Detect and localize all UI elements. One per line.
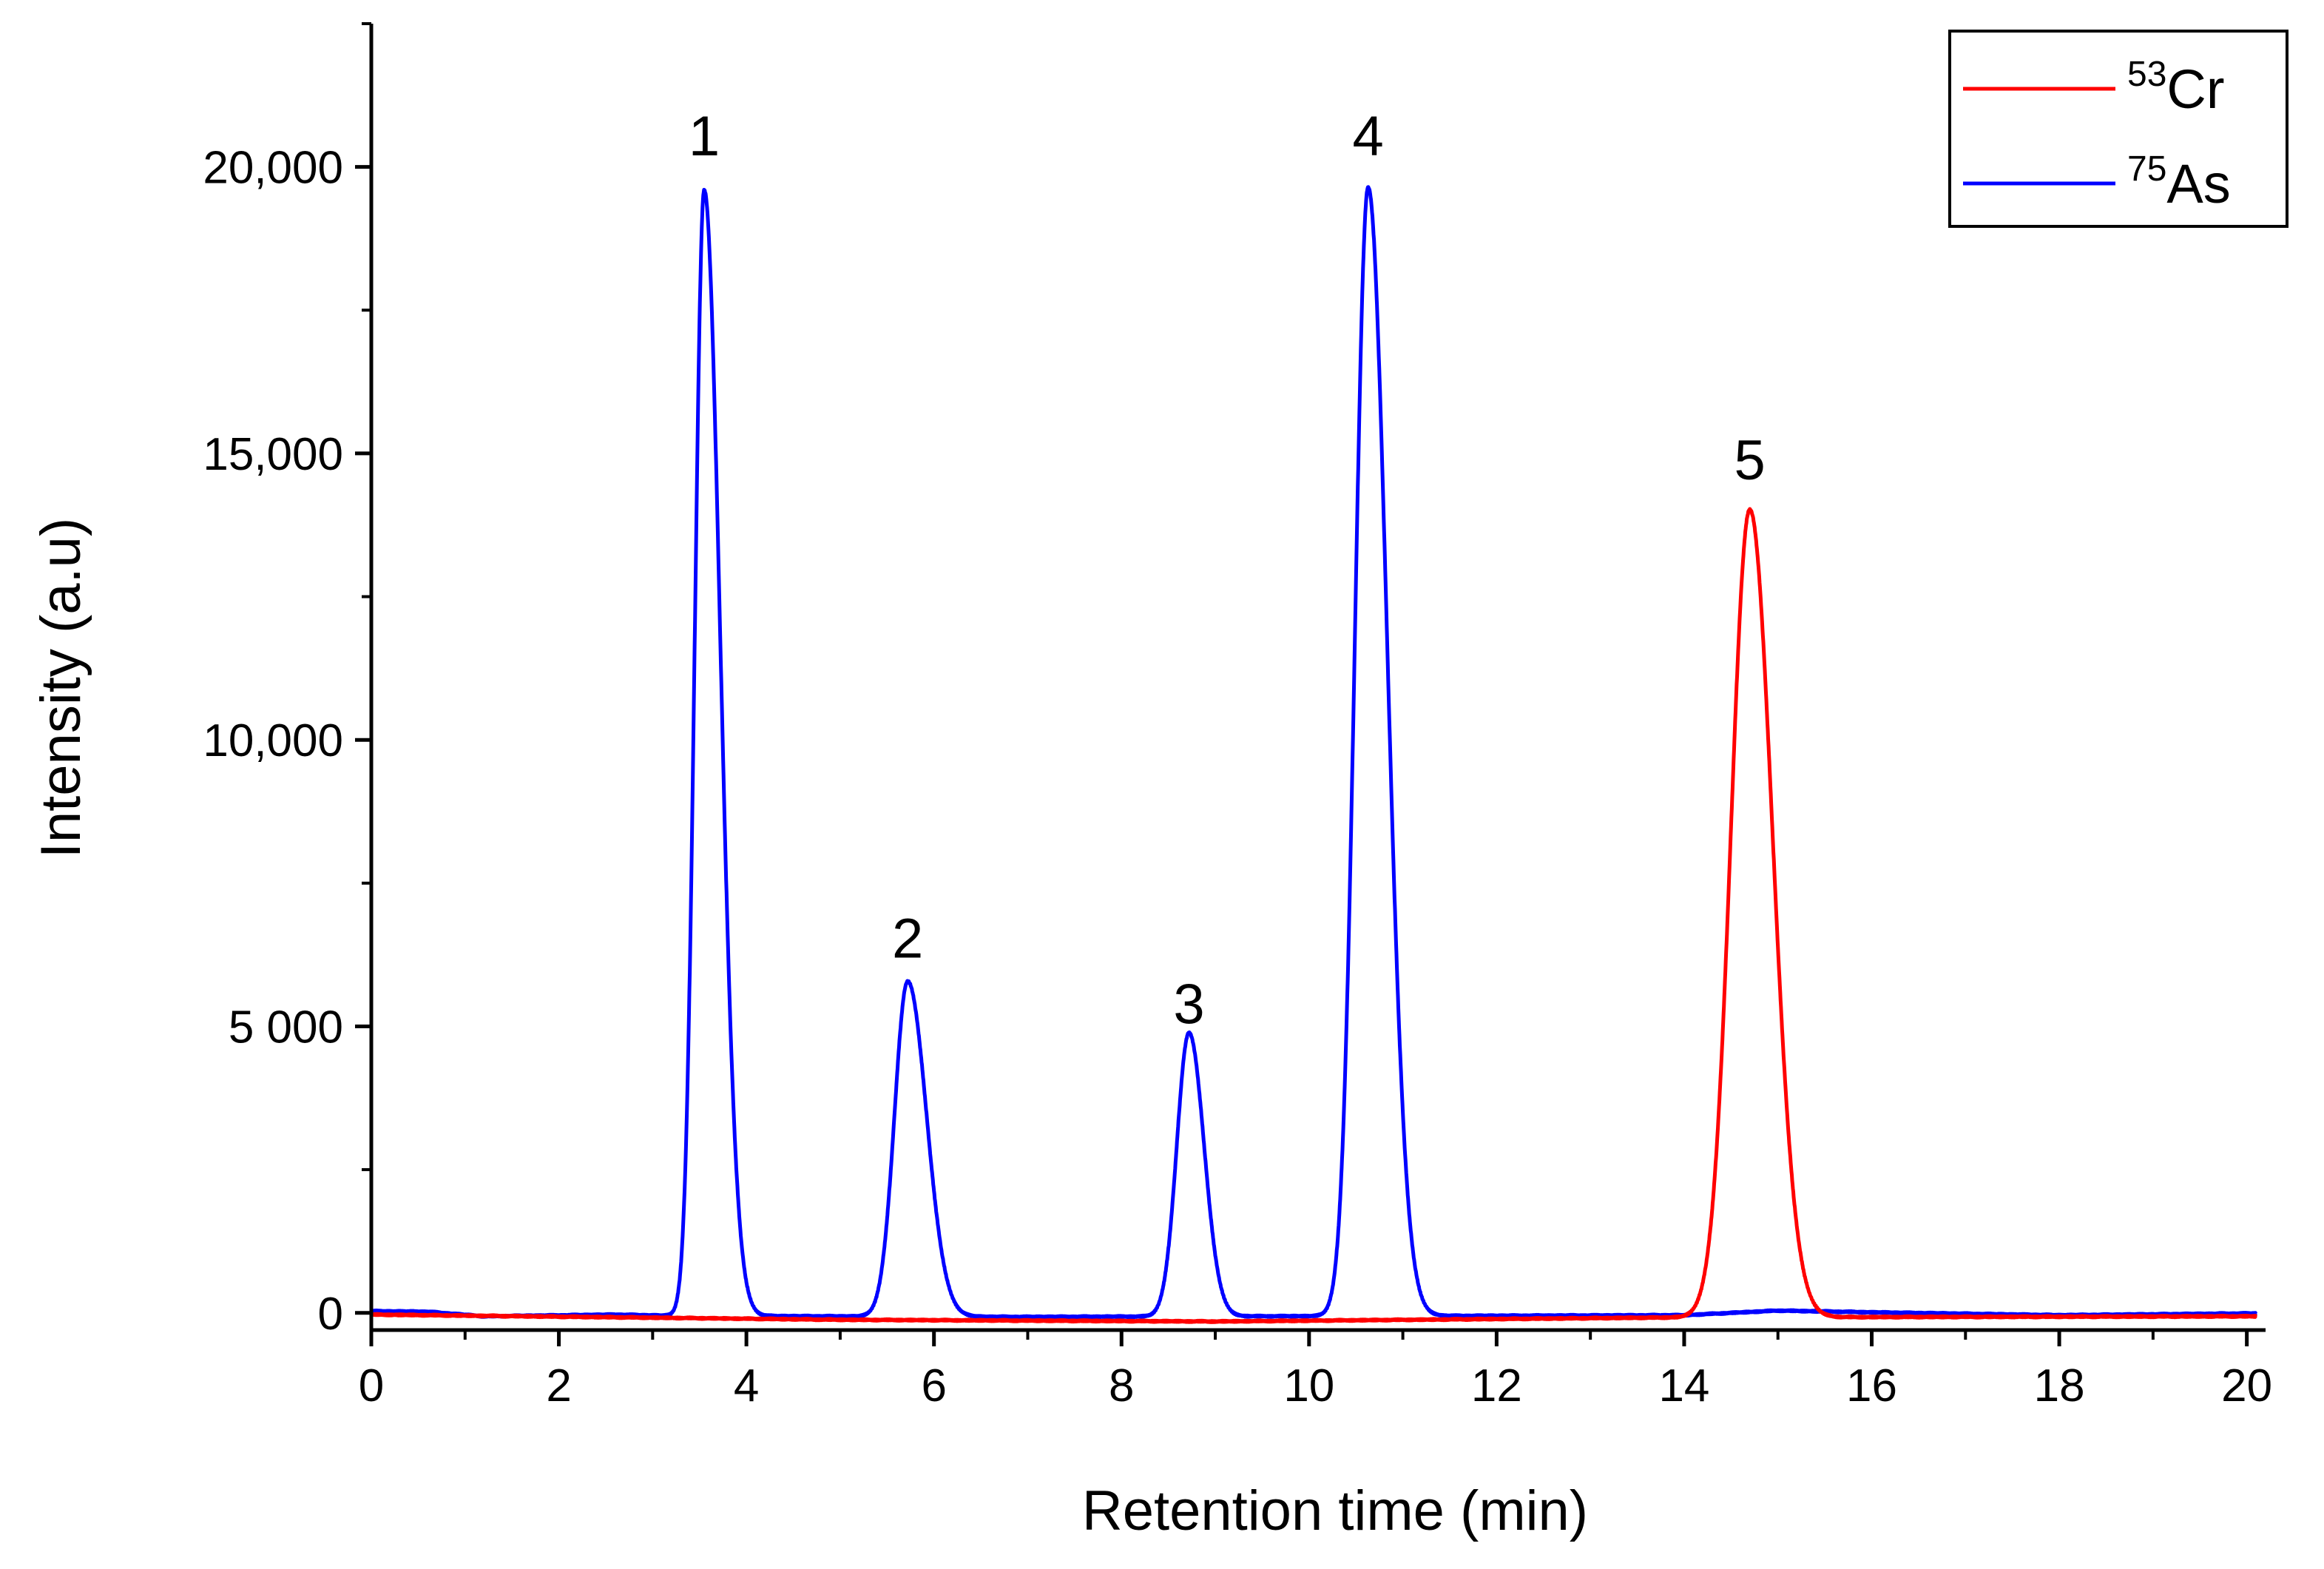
peak-annotations: 1 2 3 4 5 xyxy=(689,105,1766,1036)
y-axis-title: Intensity (a.u) xyxy=(30,518,92,858)
legend-label-as: 75As xyxy=(2127,149,2231,215)
legend: 53Cr 75As xyxy=(1948,30,2288,228)
legend-box xyxy=(1948,30,2288,228)
peak-label-4: 4 xyxy=(1353,105,1384,168)
x-tick-label: 6 xyxy=(921,1360,946,1411)
y-tick-label: 5 000 xyxy=(229,1002,343,1053)
peak-label-5: 5 xyxy=(1734,429,1766,492)
legend-label-cr: 53Cr xyxy=(2127,55,2224,120)
y-tick-label: 20,000 xyxy=(203,143,343,194)
x-tick-label: 4 xyxy=(734,1360,759,1411)
x-axis-ticks: 0 2 4 6 8 10 12 14 16 18 20 xyxy=(359,1330,2272,1411)
axes: 0 2 4 6 8 10 12 14 16 18 20 05 00010,00015,00020,0… xyxy=(203,22,2272,1411)
x-tick-label: 10 xyxy=(1283,1360,1334,1411)
x-tick-label: 18 xyxy=(2034,1360,2085,1411)
x-tick-label: 2 xyxy=(546,1360,571,1411)
y-tick-label: 10,000 xyxy=(203,715,343,766)
peak-label-2: 2 xyxy=(892,908,923,971)
y-tick-label: 15,000 xyxy=(203,429,343,480)
peak-label-3: 3 xyxy=(1173,974,1204,1036)
peak-label-1: 1 xyxy=(689,105,720,168)
x-tick-label: 0 xyxy=(359,1360,384,1411)
x-tick-label: 20 xyxy=(2221,1360,2272,1411)
y-axis-ticks: 0 5 000 10,000 15,000 20,000 xyxy=(203,22,371,1340)
x-tick-label: 16 xyxy=(1846,1360,1897,1411)
y-tick-label: 0 xyxy=(318,1289,343,1340)
x-tick-label: 12 xyxy=(1471,1360,1522,1411)
legend-items: 53Cr 75As xyxy=(1963,55,2231,215)
series-line-cr xyxy=(370,507,2258,1324)
plot-area xyxy=(370,185,2258,1324)
x-tick-label: 14 xyxy=(1658,1360,1709,1411)
x-axis-title: Retention time (min) xyxy=(1082,1479,1588,1542)
x-tick-label: 8 xyxy=(1109,1360,1134,1411)
series-line-as xyxy=(370,185,2258,1320)
